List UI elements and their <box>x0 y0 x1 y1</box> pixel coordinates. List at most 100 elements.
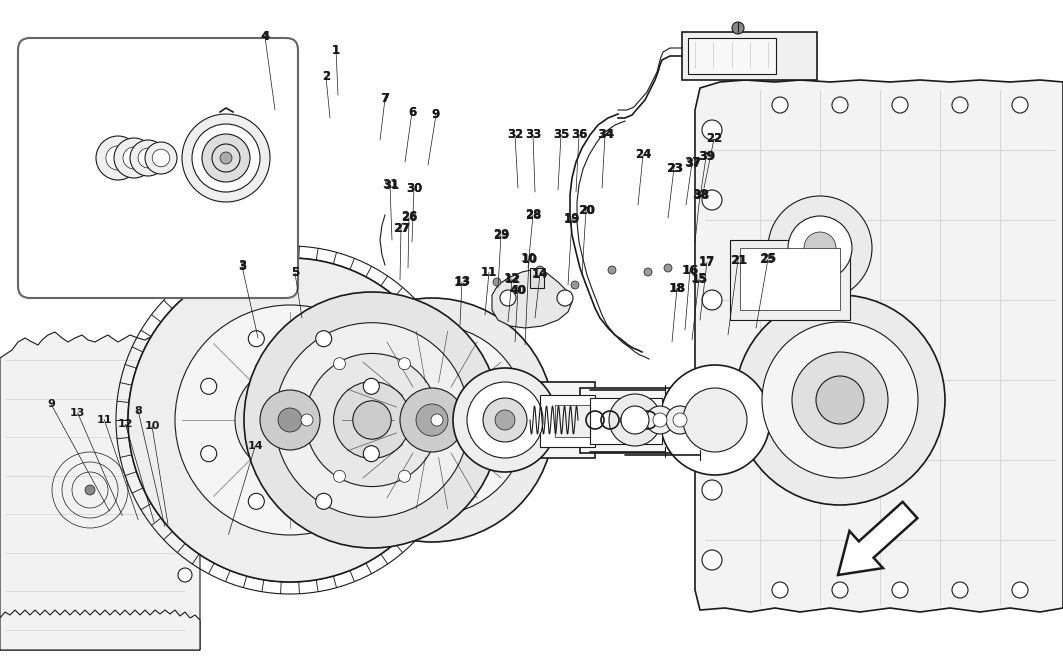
Text: 34: 34 <box>597 128 614 142</box>
Circle shape <box>702 480 722 500</box>
Text: 10: 10 <box>521 253 538 266</box>
Text: 3: 3 <box>238 259 246 273</box>
Text: 9: 9 <box>47 399 55 409</box>
Text: 6: 6 <box>408 106 416 118</box>
Circle shape <box>178 473 192 487</box>
Text: 13: 13 <box>70 408 85 418</box>
Circle shape <box>212 144 240 172</box>
Circle shape <box>334 357 345 369</box>
Text: 29: 29 <box>493 228 509 242</box>
Circle shape <box>145 142 178 174</box>
Circle shape <box>646 406 674 434</box>
Text: 32: 32 <box>507 128 523 142</box>
Text: 14: 14 <box>248 442 263 451</box>
Text: 40: 40 <box>510 283 526 297</box>
Circle shape <box>337 325 527 515</box>
Circle shape <box>952 582 968 598</box>
Circle shape <box>178 378 192 392</box>
Text: 31: 31 <box>383 179 400 192</box>
Circle shape <box>249 331 265 347</box>
Circle shape <box>495 410 514 430</box>
Circle shape <box>832 582 848 598</box>
Circle shape <box>792 352 888 448</box>
Circle shape <box>557 290 573 306</box>
Text: 11: 11 <box>97 415 112 424</box>
Circle shape <box>399 470 410 482</box>
Text: 33: 33 <box>525 128 542 142</box>
Circle shape <box>114 138 154 178</box>
Text: 26: 26 <box>401 210 417 224</box>
Text: 22: 22 <box>706 132 723 146</box>
Text: 28: 28 <box>525 208 542 222</box>
FancyArrow shape <box>838 502 917 575</box>
Polygon shape <box>695 80 1063 612</box>
Text: 17: 17 <box>698 255 715 269</box>
Circle shape <box>178 423 192 437</box>
Text: 9: 9 <box>432 108 440 122</box>
Circle shape <box>152 149 170 167</box>
Circle shape <box>644 268 652 276</box>
Circle shape <box>762 322 918 478</box>
Bar <box>540 395 595 447</box>
Circle shape <box>952 97 968 113</box>
Circle shape <box>178 568 192 582</box>
Circle shape <box>453 368 557 472</box>
Text: 13: 13 <box>454 275 470 289</box>
Circle shape <box>608 266 615 274</box>
Bar <box>530 268 544 288</box>
Circle shape <box>892 582 908 598</box>
Text: 39: 39 <box>697 150 714 164</box>
Text: 38: 38 <box>693 188 710 202</box>
Text: 32: 32 <box>507 128 524 142</box>
Text: 25: 25 <box>759 253 776 266</box>
Circle shape <box>400 388 465 452</box>
Text: 13: 13 <box>454 275 471 289</box>
Text: 3: 3 <box>238 259 247 273</box>
Text: 24: 24 <box>635 148 652 162</box>
Text: 35: 35 <box>553 128 570 142</box>
Circle shape <box>106 146 130 170</box>
Circle shape <box>310 298 554 542</box>
Text: 37: 37 <box>685 157 702 170</box>
FancyBboxPatch shape <box>18 38 298 298</box>
Circle shape <box>816 376 864 424</box>
Text: 16: 16 <box>681 263 698 277</box>
Text: 27: 27 <box>393 222 409 234</box>
Text: 24: 24 <box>635 148 652 162</box>
Circle shape <box>673 413 687 427</box>
Text: 35: 35 <box>553 128 569 142</box>
Circle shape <box>201 446 217 462</box>
Text: 40: 40 <box>510 284 527 297</box>
Text: 36: 36 <box>571 128 587 142</box>
Text: 39: 39 <box>698 150 715 164</box>
Circle shape <box>138 148 158 168</box>
Bar <box>555 405 597 437</box>
Circle shape <box>493 278 501 286</box>
Circle shape <box>772 582 788 598</box>
Circle shape <box>175 305 405 535</box>
Text: 15: 15 <box>691 273 708 286</box>
Circle shape <box>667 406 694 434</box>
Circle shape <box>832 97 848 113</box>
Text: 23: 23 <box>665 162 682 174</box>
Circle shape <box>244 292 500 548</box>
Text: 17: 17 <box>698 255 715 269</box>
Text: 29: 29 <box>493 228 510 242</box>
Circle shape <box>767 196 872 300</box>
Circle shape <box>571 281 579 289</box>
Circle shape <box>192 124 260 192</box>
Text: 30: 30 <box>406 182 422 194</box>
Text: 20: 20 <box>578 204 595 217</box>
Circle shape <box>301 414 313 426</box>
Text: 25: 25 <box>760 253 776 265</box>
Bar <box>730 240 850 320</box>
Text: 5: 5 <box>291 266 300 279</box>
Circle shape <box>664 264 672 272</box>
Bar <box>740 248 840 310</box>
Text: 33: 33 <box>525 128 541 142</box>
Circle shape <box>96 136 140 180</box>
Circle shape <box>702 190 722 210</box>
Text: 37: 37 <box>684 156 701 170</box>
Circle shape <box>178 521 192 535</box>
Circle shape <box>316 493 332 509</box>
